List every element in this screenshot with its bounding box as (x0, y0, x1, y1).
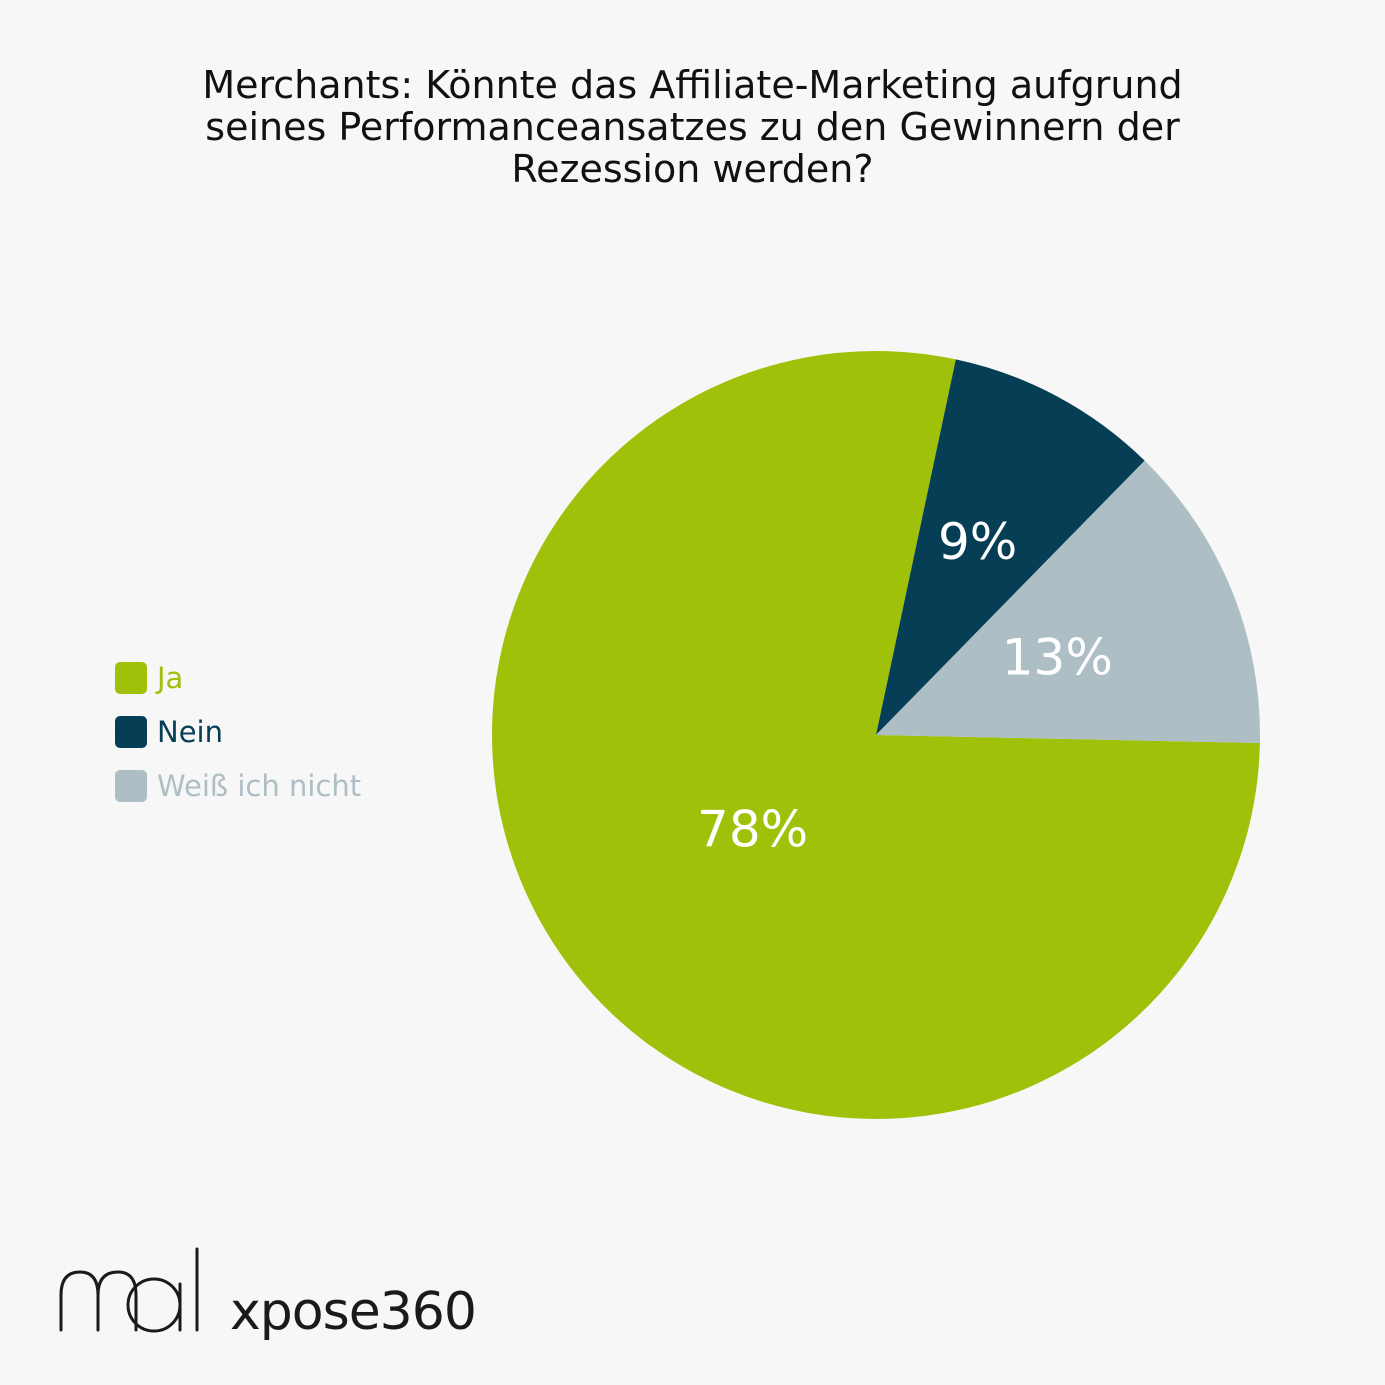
chart-title-line-1: Merchants: Könnte das Affiliate-Marketin… (202, 63, 1183, 107)
legend-swatch-nein (115, 716, 147, 748)
legend-label-weiss-ich-nicht: Weiß ich nicht (157, 769, 362, 803)
legend-item-ja: Ja (115, 660, 361, 696)
chart-title: Merchants: Könnte das Affiliate-Marketin… (100, 64, 1285, 190)
mai-logo (59, 1247, 199, 1333)
pie-label-wei-ich-nicht: 13% (1002, 629, 1113, 687)
legend: Ja Nein Weiß ich nicht (115, 660, 361, 822)
legend-item-nein: Nein (115, 714, 361, 750)
legend-swatch-weiss-ich-nicht (115, 770, 147, 802)
chart-title-line-3: Rezession werden? (511, 147, 874, 191)
pie-slice-wei-ich-nicht (876, 460, 1260, 744)
pie-label-nein: 9% (938, 513, 1017, 571)
pie-slice-ja (491, 350, 1260, 1119)
legend-item-weiss-ich-nicht: Weiß ich nicht (115, 768, 361, 804)
branding-footer: xpose360 (58, 1240, 558, 1350)
pie-slice-nein (876, 359, 1145, 735)
legend-label-ja: Ja (157, 661, 184, 695)
chart-title-line-2: seines Performanceansatzes zu den Gewinn… (205, 105, 1180, 149)
legend-label-nein: Nein (157, 715, 223, 749)
pie-label-ja: 78% (697, 800, 808, 858)
xpose360-logo: xpose360 (230, 1282, 477, 1342)
legend-swatch-ja (115, 662, 147, 694)
